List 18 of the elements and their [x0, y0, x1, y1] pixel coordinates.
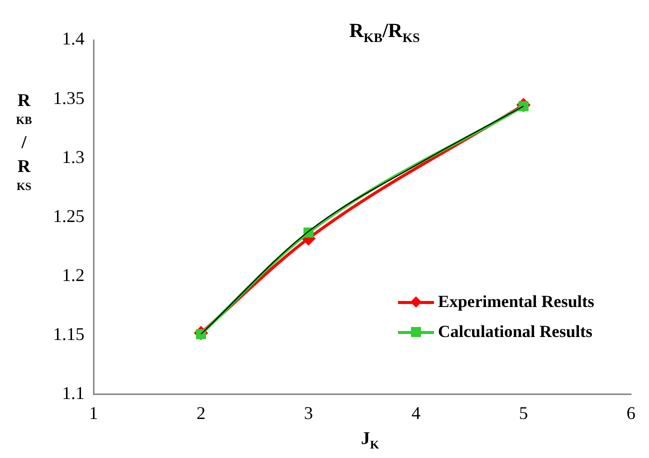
- y-tick-label: 1.3: [62, 146, 84, 167]
- x-tick-label: 4: [412, 402, 420, 423]
- y-tick-label: 1.35: [53, 88, 84, 108]
- y-tick-label: 1.2: [62, 265, 84, 285]
- y-tick-label: 1.1: [62, 383, 84, 404]
- x-axis-title: J$_{K}$: [360, 428, 380, 452]
- x-tick-label: 6: [626, 402, 636, 423]
- x-tick-label: 1: [89, 402, 98, 423]
- chart-title: R$_{KB}$/R$_{KS}$: [349, 20, 420, 45]
- legend-label: Calculational Results: [438, 322, 592, 342]
- y-axis-title: RKB/RKS: [15, 89, 33, 195]
- y-tick-label: 1.25: [53, 206, 84, 226]
- x-tick-label: 3: [304, 402, 313, 423]
- legend-label: Experimental Results: [438, 292, 594, 312]
- x-tick-label: 2: [196, 402, 206, 423]
- y-tick-label: 1.4: [62, 28, 84, 49]
- x-tick-label: 5: [519, 402, 528, 423]
- y-tick-label: 1.15: [53, 324, 84, 344]
